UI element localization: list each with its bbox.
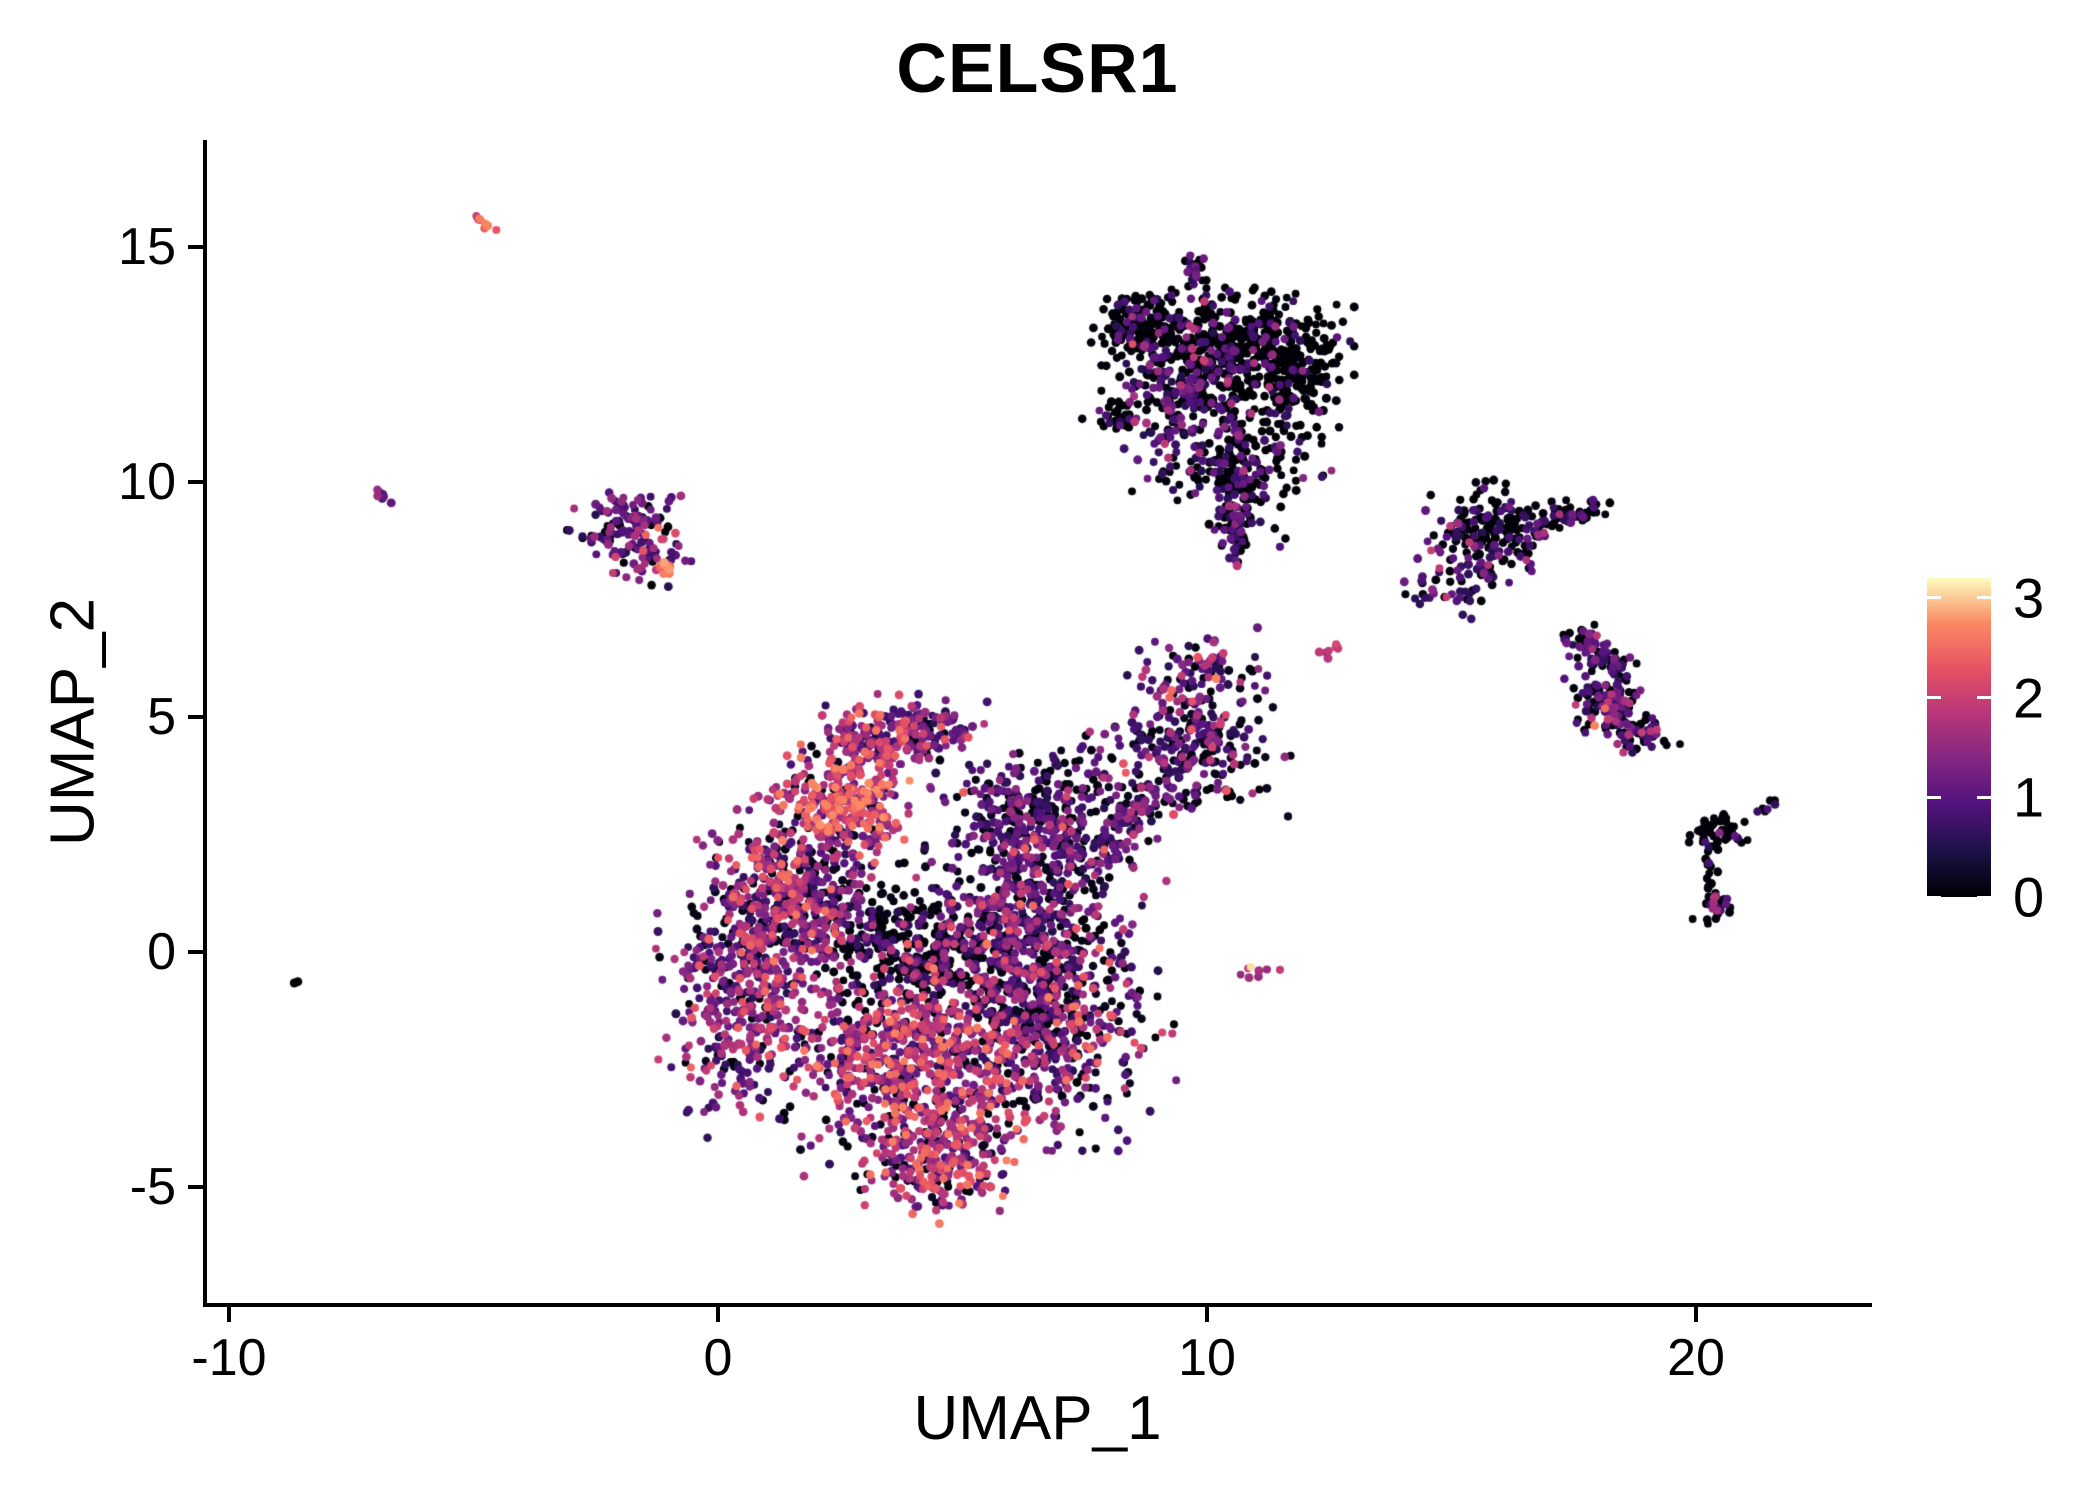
x-tick-mark: [1694, 1307, 1698, 1322]
plot-title: CELSR1: [896, 29, 1179, 107]
y-tick-label: 15: [118, 218, 176, 276]
x-axis-title: UMAP_1: [913, 1384, 1162, 1453]
x-tick-mark: [716, 1307, 720, 1322]
y-tick-mark: [188, 1185, 203, 1189]
colorbar-tick-dash: [1977, 596, 1991, 600]
colorbar-tick-dash: [1927, 795, 1941, 799]
y-tick-mark: [188, 950, 203, 954]
y-tick-label: 10: [118, 453, 176, 511]
x-tick-label: 20: [1667, 1329, 1725, 1387]
x-tick-label: -10: [191, 1329, 267, 1387]
y-tick-label: -5: [129, 1158, 176, 1216]
colorbar-tick-dash: [1927, 696, 1941, 700]
x-tick-mark: [227, 1307, 231, 1322]
colorbar-tick-label: 3: [2013, 566, 2045, 630]
colorbar-gradient: [1927, 578, 1991, 897]
y-axis-title: UMAP_2: [38, 597, 108, 847]
x-tick-label: 10: [1178, 1329, 1236, 1387]
x-tick-label: 0: [703, 1329, 733, 1387]
y-tick-mark: [188, 480, 203, 484]
colorbar-tick-label: 1: [2013, 765, 2045, 829]
y-axis-line: [203, 140, 207, 1307]
colorbar-tick-label: 0: [2013, 865, 2045, 929]
colorbar-tick-label: 2: [2013, 666, 2045, 730]
y-tick-label: 5: [147, 688, 176, 746]
colorbar-tick-dash: [1977, 895, 1991, 899]
colorbar-tick-dash: [1927, 596, 1941, 600]
x-tick-mark: [1205, 1307, 1209, 1322]
y-tick-mark: [188, 715, 203, 719]
x-axis-line: [203, 1303, 1872, 1307]
y-tick-label: 0: [147, 923, 176, 981]
colorbar-tick-dash: [1977, 795, 1991, 799]
y-tick-mark: [188, 245, 203, 249]
colorbar-tick-dash: [1977, 696, 1991, 700]
colorbar-tick-dash: [1927, 895, 1941, 899]
